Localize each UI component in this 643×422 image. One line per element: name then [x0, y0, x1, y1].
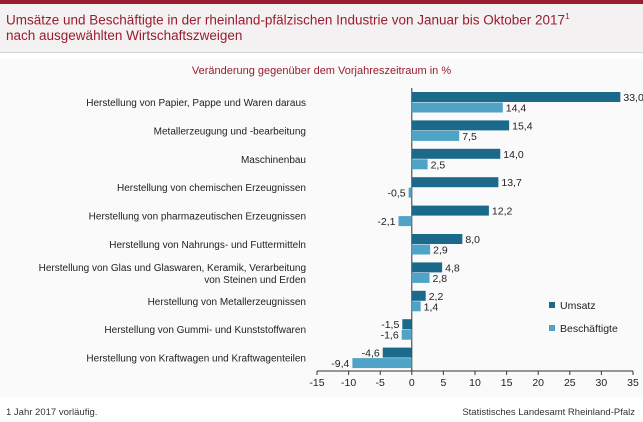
value-label: -1,5: [381, 319, 399, 331]
value-label: 7,5: [462, 131, 477, 143]
legend-label: Umsatz: [560, 300, 596, 312]
value-label: 14,4: [506, 103, 527, 115]
bar-umsatz: [382, 347, 412, 358]
title-line2: nach ausgewählten Wirtschaftszweigen: [6, 27, 243, 43]
bar-beschaeftigte: [411, 159, 428, 170]
x-tick-label: -5: [376, 377, 385, 389]
chart-subtitle: Veränderung gegenüber dem Vorjahreszeitr…: [191, 65, 452, 77]
title-footnote-marker: 1: [565, 12, 570, 21]
category-label: Metallerzeugung und -bearbeitung: [154, 126, 306, 137]
legend-label: Beschäftigte: [560, 323, 618, 335]
title-line1: Umsätze und Beschäftigte in der rheinlan…: [6, 12, 566, 28]
category-label: Herstellung von Metallerzeugnissen: [148, 297, 306, 308]
x-tick-label: 10: [469, 377, 481, 389]
source-note: Statistisches Landesamt Rheinland-Pfalz: [462, 407, 635, 418]
x-tick-label: -10: [341, 377, 356, 389]
category-label: von Steinen und Erden: [204, 275, 306, 286]
legend-swatch: [549, 302, 555, 308]
value-label: 14,0: [503, 149, 524, 161]
x-tick-label: 5: [440, 377, 446, 389]
category-label: Herstellung von Kraftwagen und Kraftwage…: [86, 354, 306, 365]
value-label: -1,6: [381, 330, 399, 342]
value-label: 8,0: [465, 234, 480, 246]
top-accent-bar: [0, 0, 643, 4]
value-label: 15,4: [512, 120, 533, 132]
bar-umsatz: [411, 205, 489, 216]
bar-umsatz: [411, 120, 510, 131]
legend-swatch: [549, 325, 555, 331]
x-tick-label: 20: [532, 377, 544, 389]
category-label: Maschinenbau: [241, 155, 306, 166]
value-label: 12,2: [492, 206, 513, 218]
bar-beschaeftigte: [411, 244, 431, 255]
bar-beschaeftigte: [352, 358, 412, 369]
value-label: -2,1: [377, 216, 395, 228]
value-label: 13,7: [501, 177, 522, 189]
footnote: 1 Jahr 2017 vorläufig.: [6, 407, 98, 418]
value-label: -9,4: [331, 358, 349, 370]
bar-umsatz: [411, 92, 621, 102]
bar-beschaeftigte: [398, 216, 412, 227]
bar-beschaeftigte: [411, 130, 460, 141]
bar-beschaeftigte: [411, 272, 430, 283]
category-label: Herstellung von pharmazeutischen Erzeugn…: [89, 212, 306, 223]
bar-umsatz: [411, 177, 499, 188]
bar-umsatz: [411, 234, 463, 244]
category-label: Herstellung von Glas und Glaswaren, Kera…: [39, 263, 306, 274]
bar-umsatz: [411, 262, 443, 273]
page-title: Umsätze und Beschäftigte in der rheinlan…: [6, 9, 636, 43]
bar-beschaeftigte: [401, 329, 412, 340]
x-tick-label: 15: [501, 377, 513, 389]
value-label: 33,0: [623, 92, 643, 104]
value-label: 2,5: [431, 159, 446, 171]
header-divider: [0, 52, 643, 53]
value-label: 4,8: [445, 262, 460, 274]
x-tick-label: 0: [409, 377, 415, 389]
bar-umsatz: [411, 148, 501, 159]
bar-beschaeftigte: [411, 301, 421, 312]
category-label: Herstellung von Nahrungs- und Futtermitt…: [109, 240, 306, 251]
x-tick-label: 25: [564, 377, 576, 389]
value-label: 2,9: [433, 245, 448, 257]
x-tick-label: -15: [309, 377, 324, 389]
value-label: 1,4: [424, 301, 439, 313]
value-label: -0,5: [388, 188, 406, 200]
value-label: 2,2: [429, 291, 444, 303]
x-tick-label: 30: [596, 377, 608, 389]
bar-beschaeftigte: [408, 187, 412, 198]
bar-umsatz: [402, 319, 412, 330]
bar-umsatz: [411, 290, 426, 301]
category-label: Herstellung von chemischen Erzeugnissen: [117, 183, 306, 194]
category-label: Herstellung von Papier, Pappe und Waren …: [86, 98, 306, 109]
value-label: -4,6: [362, 348, 380, 360]
x-tick-label: 35: [627, 377, 639, 389]
value-label: 2,8: [432, 273, 447, 285]
category-label: Herstellung von Gummi- und Kunststoffwar…: [104, 325, 306, 336]
bar-beschaeftigte: [411, 102, 503, 113]
